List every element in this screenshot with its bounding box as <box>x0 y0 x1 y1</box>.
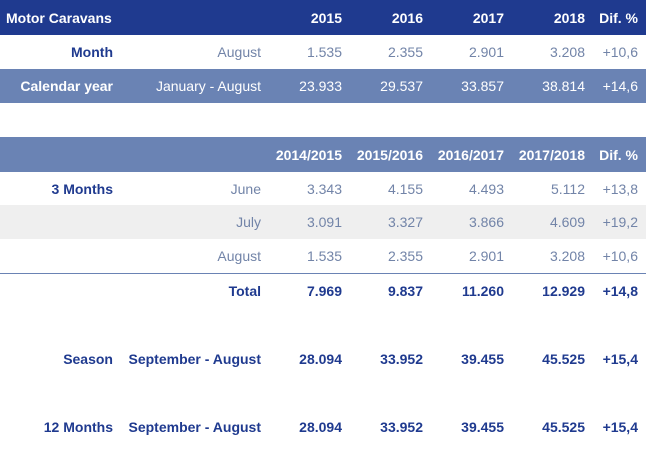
value-2017-2018: 45.525 <box>542 351 585 367</box>
value-2017: 2.901 <box>468 44 504 60</box>
row-period: Total <box>228 283 261 299</box>
value-dif: +19,2 <box>602 214 638 230</box>
value-2016: 2.355 <box>387 44 423 60</box>
table2-row-july: July 3.091 3.327 3.866 4.609 +19,2 <box>0 205 646 239</box>
table2-col-2015-2016: 2015/2016 <box>356 146 423 163</box>
value-2017-2018: 5.112 <box>551 180 585 197</box>
value-2018: 38.814 <box>542 78 585 94</box>
table2-row-12-months: 12 Months September - August 28.094 33.9… <box>0 410 646 444</box>
value-2016-2017: 4.493 <box>468 180 504 197</box>
table1-row-month: Month August 1.535 2.355 2.901 3.208 +10… <box>0 35 646 69</box>
table1-col-dif: Dif. % <box>599 9 638 26</box>
row-period: August <box>217 44 261 60</box>
table2-col-2014-2015: 2014/2015 <box>275 146 342 163</box>
value-2017-2018: 45.525 <box>542 419 585 435</box>
value-2015-2016: 2.355 <box>387 248 423 264</box>
table2-col-2017-2018: 2017/2018 <box>518 146 585 163</box>
table1-row-calendar-year: Calendar year January - August 23.933 29… <box>0 69 646 103</box>
table1-col-2017: 2017 <box>472 9 504 26</box>
value-2014-2015: 28.094 <box>299 351 342 367</box>
row-label: Calendar year <box>20 78 113 94</box>
table2-row-june: 3 Months June 3.343 4.155 4.493 5.112 +1… <box>0 172 646 205</box>
table2-row-season: Season September - August 28.094 33.952 … <box>0 342 646 376</box>
value-2018: 3.208 <box>549 44 585 60</box>
row-label: Month <box>71 44 113 60</box>
value-dif: +14,6 <box>602 78 638 94</box>
value-dif: +14,8 <box>602 283 638 299</box>
row-label: 12 Months <box>43 419 113 435</box>
row-label: Season <box>63 351 113 367</box>
value-2014-2015: 3.343 <box>306 180 342 197</box>
table2-col-2016-2017: 2016/2017 <box>437 146 504 163</box>
value-dif: +13,8 <box>602 180 638 197</box>
row-label: 3 Months <box>51 180 113 197</box>
value-dif: +10,6 <box>602 248 638 264</box>
total-divider <box>0 273 646 274</box>
table1-col-2018: 2018 <box>553 9 585 26</box>
value-2016-2017: 39.455 <box>461 351 504 367</box>
value-2016: 29.537 <box>380 78 423 94</box>
value-2015-2016: 33.952 <box>380 351 423 367</box>
value-2017: 33.857 <box>461 78 504 94</box>
value-2017-2018: 12.929 <box>542 283 585 299</box>
value-2015-2016: 4.155 <box>387 180 423 197</box>
row-period: September - August <box>128 351 262 367</box>
table2-header-row: 2014/2015 2015/2016 2016/2017 2017/2018 … <box>0 137 646 172</box>
value-2016-2017: 2.901 <box>468 248 504 264</box>
value-2017-2018: 3.208 <box>549 248 585 264</box>
value-2015: 23.933 <box>299 78 342 94</box>
row-period: July <box>236 214 261 230</box>
value-2014-2015: 3.091 <box>306 214 342 230</box>
row-period: August <box>217 248 261 264</box>
value-2016-2017: 3.866 <box>468 214 504 230</box>
value-2015: 1.535 <box>306 44 342 60</box>
row-period: January - August <box>155 78 261 94</box>
value-2014-2015: 7.969 <box>306 283 342 299</box>
table1-col-2016: 2016 <box>391 9 423 26</box>
value-2015-2016: 9.837 <box>387 283 423 299</box>
value-2014-2015: 1.535 <box>306 248 342 264</box>
table2-row-total: Total 7.969 9.837 11.260 12.929 +14,8 <box>0 274 646 308</box>
value-2015-2016: 33.952 <box>380 419 423 435</box>
row-period: June <box>230 180 261 197</box>
value-dif: +10,6 <box>602 44 638 60</box>
row-period: September - August <box>128 419 262 435</box>
table1-title: Motor Caravans <box>6 9 112 26</box>
table2-row-august: August 1.535 2.355 2.901 3.208 +10,6 <box>0 239 646 273</box>
table1-col-2015: 2015 <box>310 9 342 26</box>
value-2014-2015: 28.094 <box>299 419 342 435</box>
value-dif: +15,4 <box>602 419 638 435</box>
table1-header-row: Motor Caravans 2015 2016 2017 2018 Dif. … <box>0 0 646 35</box>
value-2016-2017: 39.455 <box>461 419 504 435</box>
table2-col-dif: Dif. % <box>599 146 638 163</box>
value-2015-2016: 3.327 <box>387 214 423 230</box>
value-2016-2017: 11.260 <box>461 283 504 299</box>
value-2017-2018: 4.609 <box>549 214 585 230</box>
value-dif: +15,4 <box>602 351 638 367</box>
